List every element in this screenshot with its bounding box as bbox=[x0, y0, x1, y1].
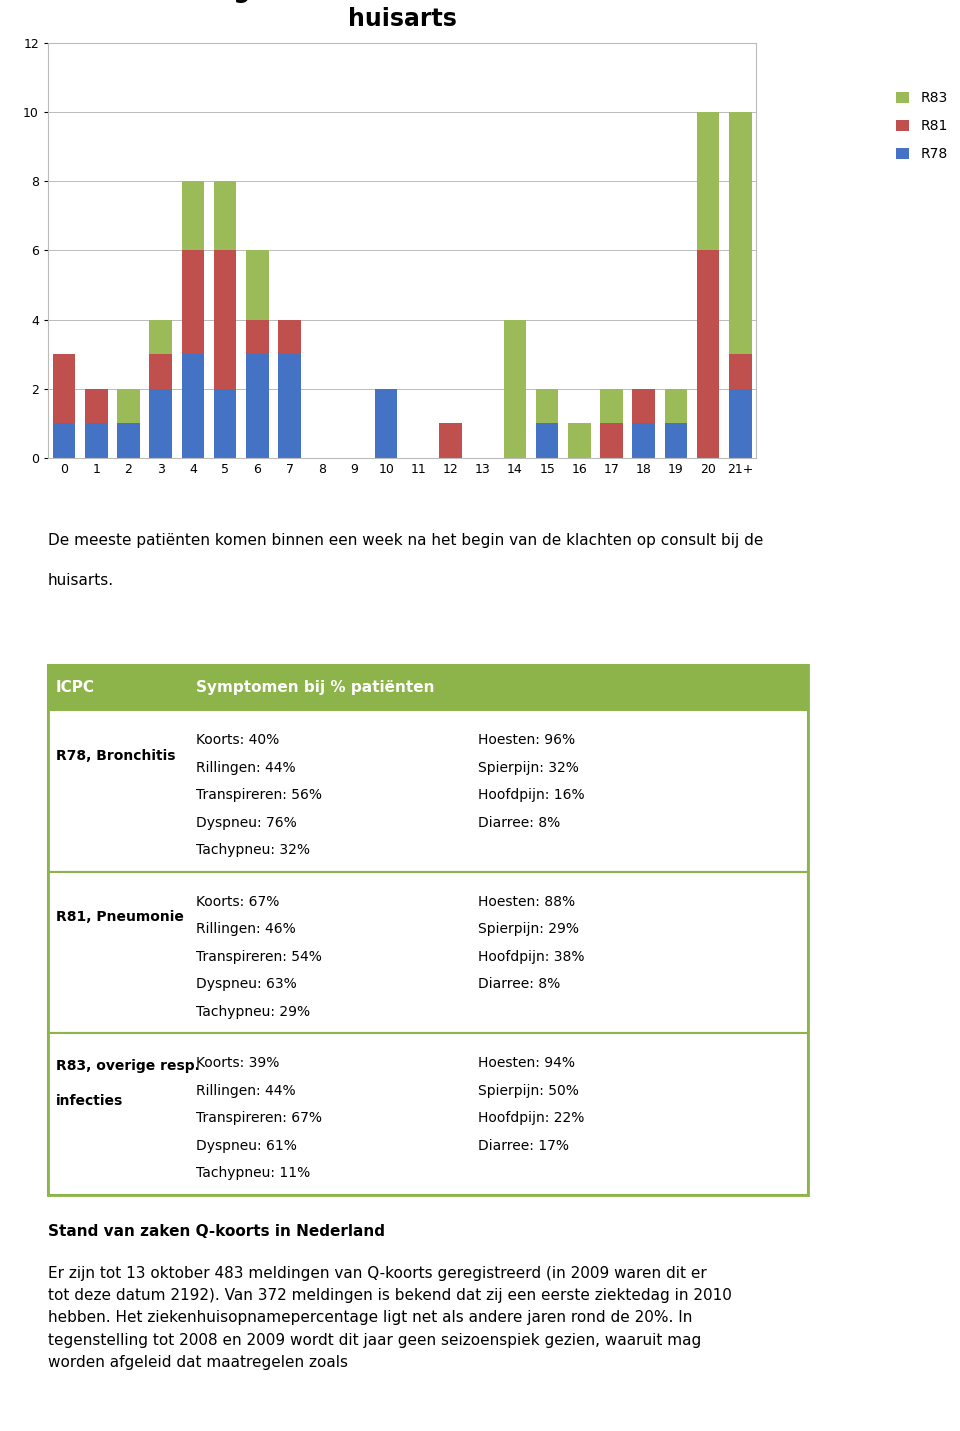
Text: Transpireren: 56%: Transpireren: 56% bbox=[196, 788, 323, 803]
Text: Hoofdpijn: 16%: Hoofdpijn: 16% bbox=[477, 788, 585, 803]
Bar bbox=[85, 389, 108, 424]
Bar bbox=[440, 424, 462, 458]
Bar bbox=[117, 389, 140, 424]
Bar bbox=[48, 1033, 808, 1195]
Text: Rillingen: 46%: Rillingen: 46% bbox=[196, 922, 296, 936]
Title: Dagen tussen 1e zd en consult
huisarts: Dagen tussen 1e zd en consult huisarts bbox=[198, 0, 607, 31]
Text: Diarree: 8%: Diarree: 8% bbox=[477, 816, 560, 830]
Bar bbox=[697, 112, 719, 250]
Text: R83, overige resp.: R83, overige resp. bbox=[56, 1059, 200, 1073]
Text: Diarree: 8%: Diarree: 8% bbox=[477, 977, 560, 992]
Text: Dyspneu: 61%: Dyspneu: 61% bbox=[196, 1139, 298, 1152]
Bar bbox=[374, 389, 397, 458]
Bar bbox=[214, 182, 236, 250]
Text: ICPC: ICPC bbox=[56, 680, 95, 695]
Bar bbox=[246, 319, 269, 355]
Bar bbox=[117, 424, 140, 458]
Bar bbox=[729, 355, 752, 389]
Bar bbox=[246, 355, 269, 458]
Text: Rillingen: 44%: Rillingen: 44% bbox=[196, 761, 296, 774]
Text: R81, Pneumonie: R81, Pneumonie bbox=[56, 910, 183, 924]
Bar bbox=[53, 424, 76, 458]
Text: infecties: infecties bbox=[56, 1095, 123, 1108]
Text: Tachypneu: 32%: Tachypneu: 32% bbox=[196, 843, 310, 857]
Text: Hoofdpijn: 22%: Hoofdpijn: 22% bbox=[477, 1112, 584, 1125]
Text: R78, Bronchitis: R78, Bronchitis bbox=[56, 748, 175, 763]
Text: Dyspneu: 76%: Dyspneu: 76% bbox=[196, 816, 297, 830]
Text: Hoofdpijn: 38%: Hoofdpijn: 38% bbox=[477, 950, 584, 963]
Text: Tachypneu: 29%: Tachypneu: 29% bbox=[196, 1005, 310, 1019]
Text: Diarree: 17%: Diarree: 17% bbox=[477, 1139, 568, 1152]
Bar bbox=[48, 871, 808, 1033]
Bar bbox=[536, 389, 559, 424]
Bar bbox=[53, 355, 76, 424]
Text: Koorts: 67%: Koorts: 67% bbox=[196, 894, 279, 909]
Text: Er zijn tot 13 oktober 483 meldingen van Q-koorts geregistreerd (in 2009 waren d: Er zijn tot 13 oktober 483 meldingen van… bbox=[48, 1266, 732, 1369]
Bar bbox=[48, 710, 808, 871]
Bar bbox=[150, 355, 172, 389]
Text: Transpireren: 67%: Transpireren: 67% bbox=[196, 1112, 323, 1125]
Bar bbox=[536, 424, 559, 458]
Text: Dyspneu: 63%: Dyspneu: 63% bbox=[196, 977, 297, 992]
Text: Koorts: 40%: Koorts: 40% bbox=[196, 733, 279, 747]
Text: Hoesten: 88%: Hoesten: 88% bbox=[477, 894, 575, 909]
Bar bbox=[600, 389, 623, 424]
Bar bbox=[214, 250, 236, 389]
Text: Stand van zaken Q-koorts in Nederland: Stand van zaken Q-koorts in Nederland bbox=[48, 1224, 385, 1238]
Bar bbox=[150, 319, 172, 355]
Text: Hoesten: 94%: Hoesten: 94% bbox=[477, 1056, 575, 1070]
Bar bbox=[697, 250, 719, 458]
Bar bbox=[181, 250, 204, 355]
Bar bbox=[85, 424, 108, 458]
Bar bbox=[664, 424, 687, 458]
Bar bbox=[568, 424, 590, 458]
Text: Hoesten: 96%: Hoesten: 96% bbox=[477, 733, 575, 747]
Bar bbox=[278, 319, 300, 355]
Text: Rillingen: 44%: Rillingen: 44% bbox=[196, 1083, 296, 1098]
Bar bbox=[150, 389, 172, 458]
Text: Spierpijn: 29%: Spierpijn: 29% bbox=[477, 922, 579, 936]
Text: Symptomen bij % patiënten: Symptomen bij % patiënten bbox=[196, 680, 435, 695]
Bar bbox=[278, 355, 300, 458]
Bar bbox=[600, 424, 623, 458]
Bar bbox=[729, 112, 752, 355]
Bar bbox=[633, 389, 655, 424]
Bar bbox=[181, 182, 204, 250]
Bar bbox=[48, 665, 808, 710]
Text: Transpireren: 54%: Transpireren: 54% bbox=[196, 950, 323, 963]
Bar bbox=[214, 389, 236, 458]
Text: Spierpijn: 32%: Spierpijn: 32% bbox=[477, 761, 579, 774]
Text: Spierpijn: 50%: Spierpijn: 50% bbox=[477, 1083, 579, 1098]
Bar bbox=[181, 355, 204, 458]
Legend: R83, R81, R78: R83, R81, R78 bbox=[896, 92, 948, 162]
Text: Tachypneu: 11%: Tachypneu: 11% bbox=[196, 1166, 310, 1181]
Bar bbox=[729, 389, 752, 458]
Text: huisarts.: huisarts. bbox=[48, 572, 114, 588]
Bar bbox=[664, 389, 687, 424]
Bar bbox=[504, 319, 526, 458]
Bar bbox=[633, 424, 655, 458]
Bar bbox=[246, 250, 269, 319]
Text: De meeste patiënten komen binnen een week na het begin van de klachten op consul: De meeste patiënten komen binnen een wee… bbox=[48, 534, 763, 548]
Text: Koorts: 39%: Koorts: 39% bbox=[196, 1056, 279, 1070]
